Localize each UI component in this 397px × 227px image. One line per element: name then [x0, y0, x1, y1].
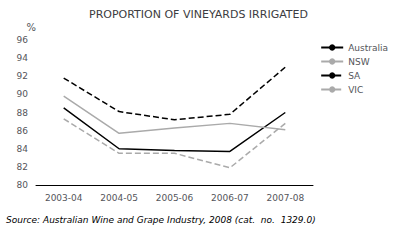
svg-text:86: 86 [17, 126, 29, 136]
svg-text:88: 88 [17, 108, 29, 118]
svg-text:VIC: VIC [348, 85, 363, 95]
svg-text:80: 80 [17, 180, 29, 190]
svg-text:Australia: Australia [348, 43, 388, 53]
svg-text:2003-04: 2003-04 [45, 193, 83, 203]
svg-text:2006-07: 2006-07 [211, 193, 249, 203]
svg-text:2004-05: 2004-05 [100, 193, 138, 203]
svg-text:SA: SA [348, 71, 361, 81]
svg-text:PROPORTION OF VINEYARDS IRRIGA: PROPORTION OF VINEYARDS IRRIGATED [89, 8, 308, 21]
svg-text:2007-08: 2007-08 [266, 193, 304, 203]
svg-text:82: 82 [17, 162, 28, 172]
svg-text:84: 84 [17, 144, 29, 154]
svg-text:90: 90 [17, 89, 29, 99]
svg-text:94: 94 [17, 53, 29, 63]
svg-text:%: % [26, 22, 36, 33]
svg-text:96: 96 [17, 35, 29, 45]
svg-text:NSW: NSW [348, 57, 369, 67]
svg-text:Source: Australian Wine and Gr: Source: Australian Wine and Grape Indust… [6, 215, 316, 225]
svg-text:2005-06: 2005-06 [156, 193, 194, 203]
svg-text:92: 92 [17, 71, 28, 81]
